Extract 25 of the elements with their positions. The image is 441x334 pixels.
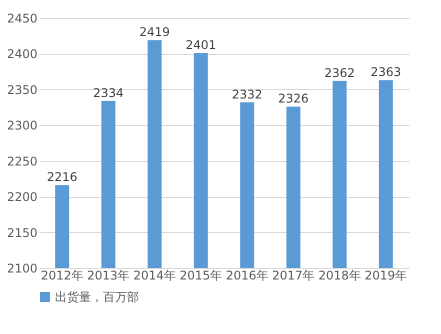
data-label: 2216	[46, 170, 78, 184]
x-tick-label: 2016年	[226, 268, 268, 282]
y-tick-label: 2100	[6, 262, 38, 276]
x-tick-label: 2014年	[133, 268, 176, 282]
x-tick-label: 2012年	[40, 268, 84, 282]
y-tick-label: 2250	[6, 154, 38, 168]
data-label: 2326	[278, 92, 309, 106]
y-tick-label: 2300	[6, 118, 38, 133]
x-tick-label: 2015年	[180, 268, 222, 282]
data-label: 2419	[139, 25, 170, 40]
x-tick-label: 2013年	[87, 268, 130, 282]
data-label: 2363	[370, 65, 402, 80]
x-tick-label: 2018年	[318, 268, 361, 282]
data-label: 2334	[93, 86, 124, 100]
y-tick-label: 2450	[6, 12, 38, 26]
y-tick-label: 2400	[6, 47, 38, 62]
data-label: 2401	[186, 38, 216, 52]
y-tick-label: 2350	[6, 82, 38, 97]
y-tick-label: 2150	[6, 226, 38, 240]
x-tick-label: 2017年	[272, 268, 315, 282]
legend-label: 出货量，百万部	[55, 290, 139, 304]
y-tick-label: 2200	[6, 190, 38, 204]
data-label: 2362	[324, 66, 355, 80]
x-tick-label: 2019年	[364, 268, 408, 282]
data-label: 2332	[232, 87, 262, 102]
